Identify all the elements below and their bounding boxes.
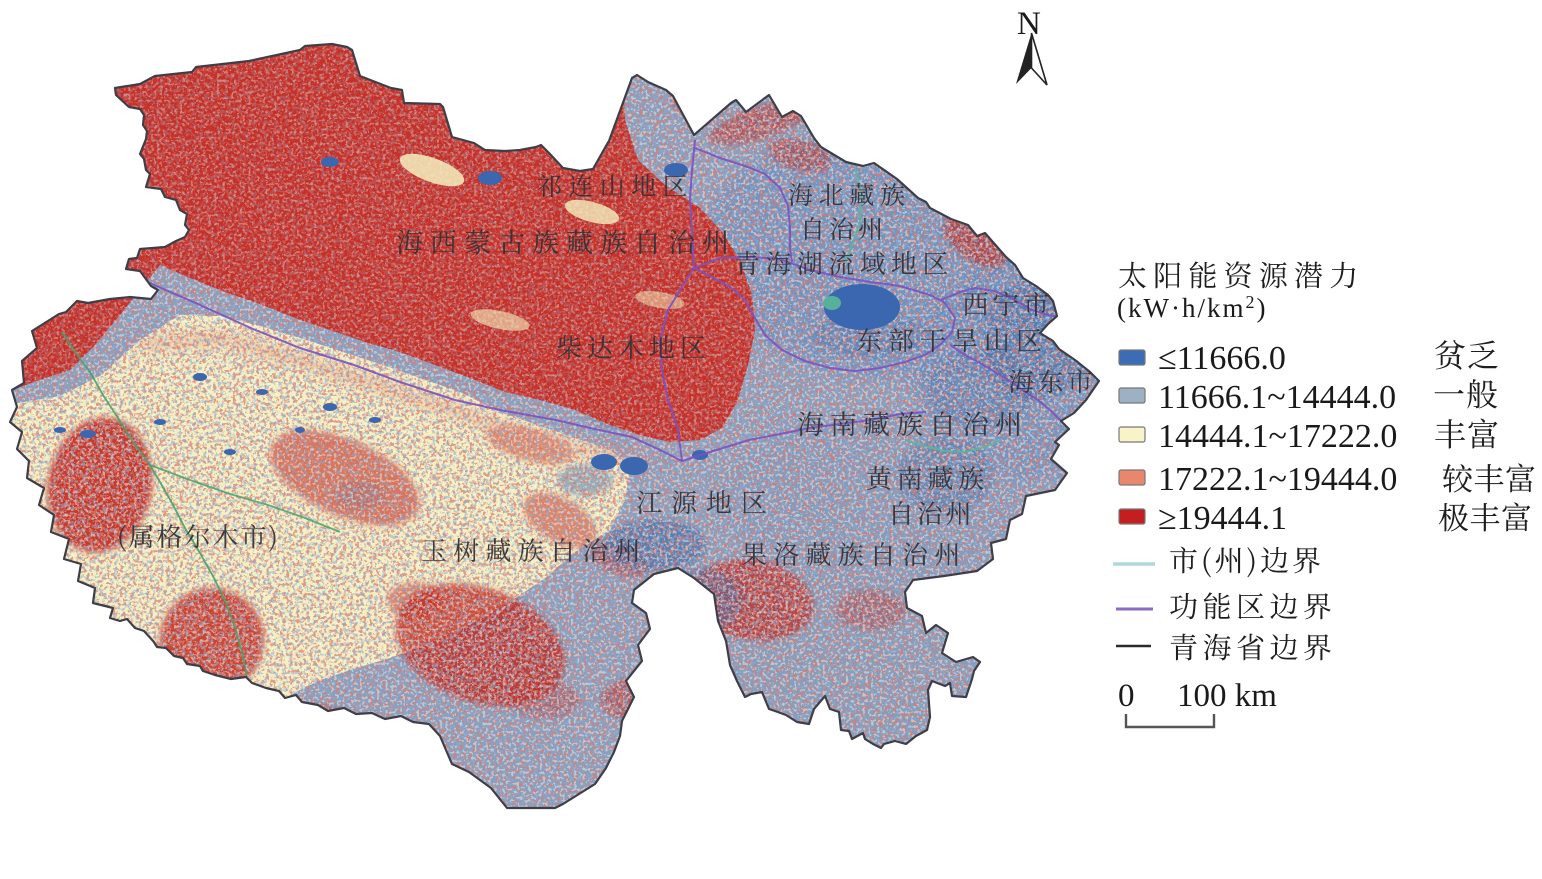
svg-text:≥19444.1: ≥19444.1 — [1158, 500, 1287, 537]
svg-text:≤11666.0: ≤11666.0 — [1158, 340, 1286, 377]
svg-text:0: 0 — [1118, 678, 1135, 714]
svg-text:17222.1~19444.0: 17222.1~19444.0 — [1158, 461, 1397, 498]
svg-text:11666.1~14444.0: 11666.1~14444.0 — [1158, 379, 1396, 416]
svg-text:(kW·h/km2): (kW·h/km2) — [1117, 292, 1267, 323]
svg-text:100 km: 100 km — [1177, 678, 1277, 714]
svg-text:N: N — [1017, 6, 1041, 42]
svg-text:14444.1~17222.0: 14444.1~17222.0 — [1158, 418, 1397, 455]
